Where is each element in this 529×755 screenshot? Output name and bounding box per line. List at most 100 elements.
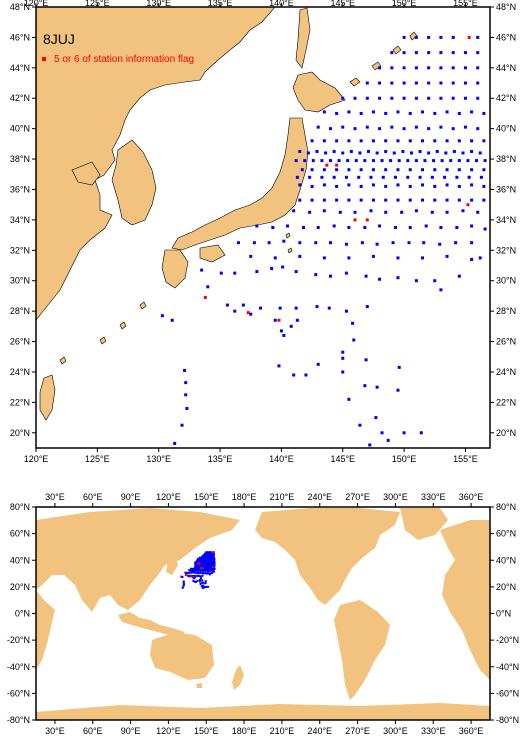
station-marker xyxy=(347,198,351,202)
global-station-marker xyxy=(203,560,206,563)
global-station-marker xyxy=(200,559,203,562)
global-station-marker xyxy=(202,567,205,570)
global-station-marker xyxy=(212,569,215,572)
station-marker xyxy=(255,224,259,228)
station-marker xyxy=(402,51,406,55)
station-marker xyxy=(482,111,486,115)
station-marker xyxy=(328,274,332,278)
global-lon-tick-label: 60°E xyxy=(83,726,103,736)
global-station-marker xyxy=(211,556,214,559)
station-marker xyxy=(322,110,326,114)
flagged-station-marker xyxy=(277,318,281,322)
station-marker xyxy=(457,111,461,115)
global-station-marker xyxy=(182,580,185,583)
station-marker xyxy=(375,242,379,246)
station-marker xyxy=(402,35,406,39)
global-lon-tick-label: 360°E xyxy=(459,726,484,736)
global-station-marker xyxy=(205,569,208,572)
station-marker xyxy=(427,35,431,39)
station-marker xyxy=(390,51,394,55)
station-marker xyxy=(292,209,296,213)
station-marker xyxy=(392,151,396,155)
station-marker xyxy=(369,209,373,213)
lat-tick-label: 26°N xyxy=(10,337,30,347)
station-marker xyxy=(332,175,336,179)
global-lon-tick-label: 60°E xyxy=(83,492,103,502)
station-marker xyxy=(430,210,434,214)
station-marker xyxy=(347,183,351,187)
station-marker xyxy=(363,159,367,163)
station-marker xyxy=(470,168,474,172)
station-marker xyxy=(359,184,363,188)
global-lon-tick-label: 120°E xyxy=(156,492,181,502)
station-marker xyxy=(184,393,188,397)
global-flagged-station-marker xyxy=(200,567,203,570)
global-station-marker xyxy=(207,553,210,556)
global-lat-tick-label: -80°N xyxy=(496,715,519,725)
global-station-marker xyxy=(199,582,202,585)
global-station-marker xyxy=(202,557,205,560)
global-lon-tick-label: 300°E xyxy=(383,492,408,502)
global-station-marker xyxy=(209,556,212,559)
global-station-marker xyxy=(206,553,209,556)
station-marker xyxy=(378,277,382,281)
station-marker xyxy=(298,149,302,153)
station-marker xyxy=(482,198,486,202)
sakhalin-island xyxy=(295,7,311,69)
station-marker xyxy=(432,159,436,163)
global-station-marker xyxy=(204,557,207,560)
global-station-marker xyxy=(196,574,199,577)
global-station-marker xyxy=(197,569,200,572)
lon-tick-label: 155°E xyxy=(453,0,478,8)
global-station-marker xyxy=(200,556,203,559)
station-marker xyxy=(344,309,348,313)
station-marker xyxy=(358,151,362,155)
north-america-landmass xyxy=(255,508,400,605)
ryukyu-islands xyxy=(59,301,147,365)
global-station-marker xyxy=(206,572,209,575)
station-marker xyxy=(414,35,418,39)
lat-tick-label: 38°N xyxy=(10,154,30,164)
station-marker xyxy=(335,111,339,115)
global-station-marker xyxy=(209,565,212,568)
station-marker xyxy=(408,139,412,143)
station-marker xyxy=(463,81,467,85)
global-station-marker xyxy=(213,568,216,571)
station-marker xyxy=(170,318,174,322)
global-station-marker xyxy=(205,557,208,560)
hokkaido-island xyxy=(292,71,346,113)
station-marker xyxy=(433,168,437,172)
global-station-marker xyxy=(207,565,210,568)
station-marker xyxy=(461,209,465,213)
global-station-marker xyxy=(202,565,205,568)
global-station-marker xyxy=(207,552,210,555)
station-marker xyxy=(371,168,375,172)
liaodong-landmass xyxy=(71,161,101,186)
station-marker xyxy=(384,184,388,188)
global-station-marker xyxy=(198,556,201,559)
station-marker xyxy=(310,198,314,202)
station-marker xyxy=(328,127,332,131)
station-marker xyxy=(470,257,474,261)
station-marker xyxy=(406,175,410,179)
flagged-station-marker xyxy=(246,311,250,315)
station-marker xyxy=(310,184,314,188)
global-station-marker xyxy=(200,585,203,588)
global-station-marker xyxy=(204,582,207,585)
station-marker xyxy=(414,66,418,70)
izu-islands xyxy=(285,232,293,254)
global-station-marker xyxy=(204,572,207,575)
station-marker xyxy=(467,175,471,179)
station-marker xyxy=(347,256,351,260)
global-lat-tick-label: 80°N xyxy=(10,502,30,512)
station-marker xyxy=(419,431,423,435)
regional-map-frame xyxy=(35,6,491,449)
station-marker xyxy=(311,159,315,163)
global-station-marker xyxy=(201,572,204,575)
global-station-marker xyxy=(210,567,213,570)
global-lon-tick-label: 300°E xyxy=(383,726,408,736)
lat-tick-label: 40°N xyxy=(10,124,30,134)
global-station-marker xyxy=(193,580,196,583)
global-station-marker xyxy=(204,565,207,568)
global-station-marker xyxy=(210,560,213,563)
